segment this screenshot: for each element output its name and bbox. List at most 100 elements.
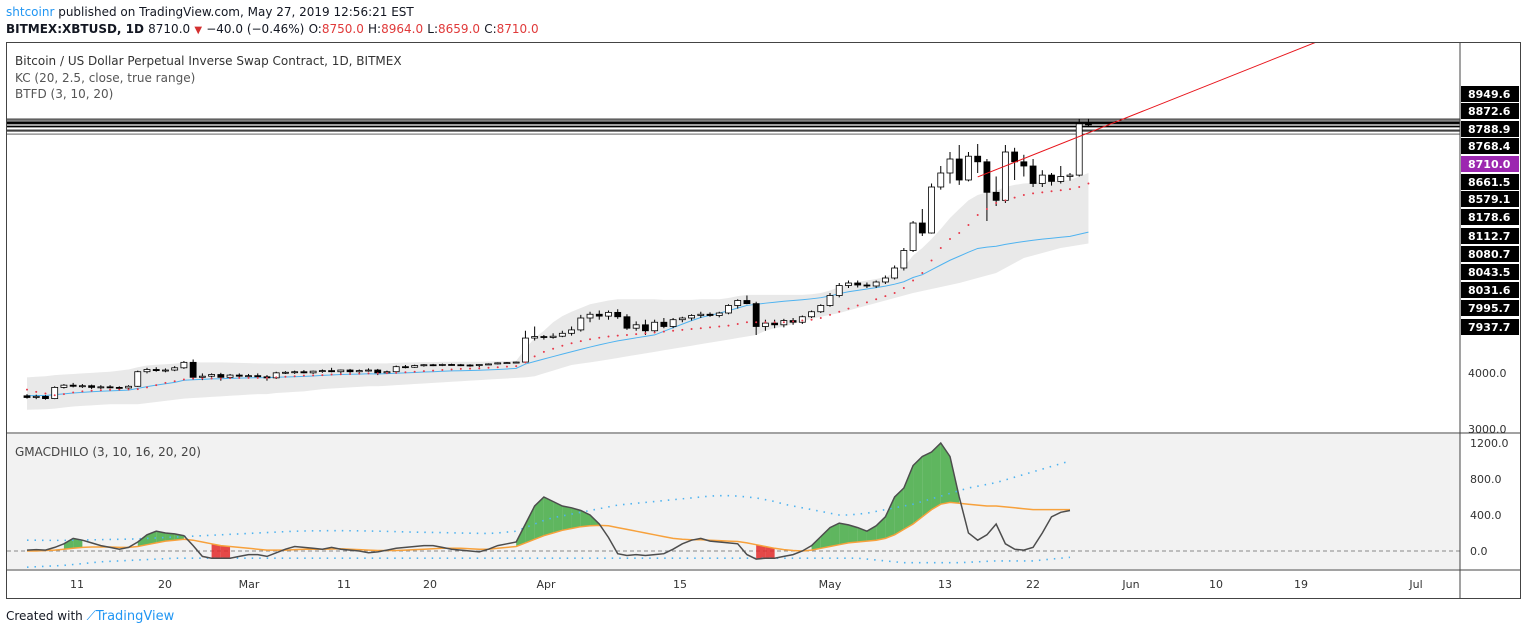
candle <box>863 282 871 288</box>
author-link[interactable]: shtcoinr <box>6 5 55 19</box>
candle-body <box>97 386 105 389</box>
support-levels-layer <box>7 118 1460 135</box>
candle <box>992 176 1000 206</box>
candle-body <box>992 191 1000 201</box>
psar-dot <box>616 334 619 337</box>
candle-body <box>614 311 622 318</box>
price-tick: 8768.4 <box>1468 140 1511 153</box>
ohlc-open: 8750.0 <box>321 22 364 36</box>
candle-body <box>392 366 400 373</box>
psar-dot <box>949 238 951 240</box>
price-tag-bg <box>1461 191 1519 207</box>
candle <box>1048 173 1055 186</box>
chart-title: Bitcoin / US Dollar Perpetual Inverse Sw… <box>15 54 402 68</box>
created-with-text: Created with <box>6 609 83 623</box>
candle-body <box>162 369 169 372</box>
price-tag-bg <box>1461 138 1519 154</box>
candle-body <box>909 222 917 251</box>
time-tick: 19 <box>1294 578 1308 591</box>
price-tick: 7995.7 <box>1468 302 1510 315</box>
psar-dot <box>192 377 195 380</box>
candle <box>826 293 834 307</box>
psar-dot <box>561 344 564 347</box>
last-price: 8710.0 <box>148 22 191 36</box>
candle-body <box>863 284 871 287</box>
price-tick: 7937.7 <box>1468 321 1510 334</box>
psar-dot <box>801 319 804 322</box>
candle <box>918 209 926 236</box>
candle-body <box>180 361 188 369</box>
candle-body <box>318 370 326 373</box>
psar-dot <box>284 375 287 378</box>
candle <box>540 335 548 340</box>
bear-fill <box>756 544 766 560</box>
candle <box>300 370 308 374</box>
tradingview-brand[interactable]: TradingView <box>95 609 175 624</box>
time-tick: 20 <box>158 578 172 591</box>
candle <box>346 368 354 373</box>
candle-body <box>1038 174 1046 184</box>
candle-body <box>291 371 299 374</box>
psar-dot <box>635 333 638 336</box>
candle-body <box>23 395 31 398</box>
psar-dot <box>681 328 684 331</box>
psar-dot <box>718 325 721 328</box>
psar-dot <box>349 372 352 375</box>
candle <box>549 333 557 339</box>
psar-dot <box>293 375 296 378</box>
psar-dot <box>672 329 675 332</box>
candle-body <box>42 395 49 399</box>
psar-dot <box>145 386 148 389</box>
price-tick: 8043.5 <box>1468 266 1510 279</box>
psar-dot <box>838 310 841 313</box>
price-tag-bg <box>1461 319 1519 335</box>
candle <box>1085 118 1092 128</box>
psar-dot <box>459 367 462 370</box>
bear-fill <box>220 545 231 559</box>
psar-dot <box>256 376 259 379</box>
candle <box>365 368 372 372</box>
candle-body <box>346 369 354 373</box>
candle-body <box>955 158 963 181</box>
oscillator-tick: 0.0 <box>1470 545 1488 558</box>
psar-dot <box>976 214 979 216</box>
psar-dot <box>164 381 167 384</box>
ohlc-open-label: O: <box>308 22 322 36</box>
candle <box>872 280 880 288</box>
candle-body <box>688 315 695 319</box>
bull-fill <box>894 488 904 535</box>
candle <box>752 301 760 335</box>
chart-svg[interactable]: Bitcoin / US Dollar Perpetual Inverse Sw… <box>7 40 1520 598</box>
candle <box>1066 173 1074 181</box>
psar-dot <box>265 376 268 379</box>
symbol-header: BITMEX:XBTUSD, 1D 8710.0 ▼ −40.0 (−0.46%… <box>6 22 539 36</box>
candle-body <box>605 311 612 317</box>
candle <box>106 385 114 389</box>
tradingview-logo-icon: ⟋ <box>86 609 96 624</box>
psar-dot <box>1013 196 1016 199</box>
candle <box>429 363 437 367</box>
candle-body <box>937 172 945 188</box>
candle-body <box>78 385 86 388</box>
psar-dot <box>53 394 56 397</box>
oscillator-tick: 400.0 <box>1470 509 1502 522</box>
bull-fill <box>839 523 849 545</box>
candle-body <box>208 374 216 377</box>
candle-body <box>632 324 640 329</box>
psar-dot <box>330 373 333 376</box>
psar-dot <box>238 376 241 379</box>
candle-body <box>965 155 972 181</box>
time-tick: 15 <box>673 578 687 591</box>
price-tag-bg <box>1461 121 1519 137</box>
candle <box>494 362 502 365</box>
psar-dot <box>1022 194 1025 196</box>
psar-dot <box>339 373 342 376</box>
candle-body <box>254 375 262 378</box>
candle <box>1038 170 1046 187</box>
candle <box>1029 159 1037 187</box>
candle-body <box>697 313 705 316</box>
psar-dot <box>727 324 730 327</box>
candle <box>42 395 49 400</box>
price-tag-bg <box>1461 282 1519 298</box>
candle <box>651 319 659 333</box>
